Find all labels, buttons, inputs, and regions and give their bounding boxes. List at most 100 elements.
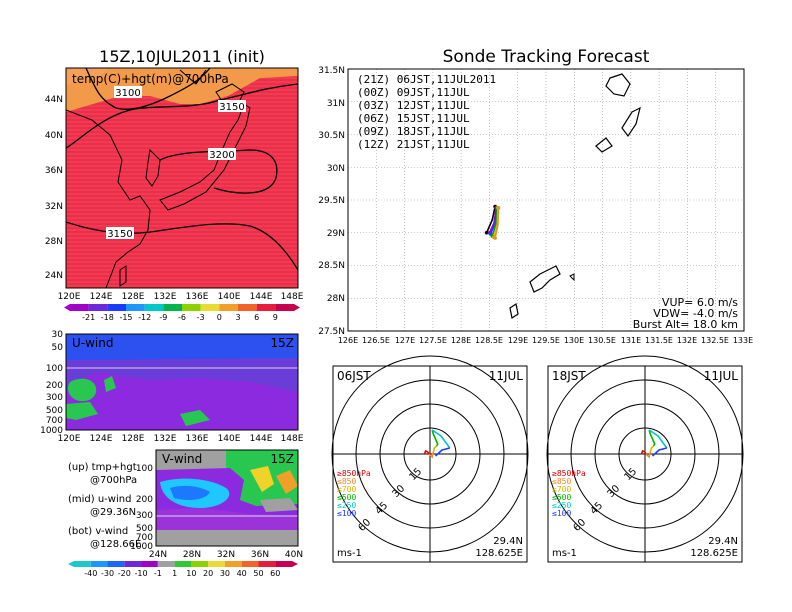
lon-tick-label: 132E xyxy=(677,336,697,345)
lat-tick-label: 28.5N xyxy=(318,261,345,271)
colorbar-tick-label: -30 xyxy=(101,569,114,578)
colorbar-tick-label: 30 xyxy=(220,569,230,578)
v-wind-label: V-wind xyxy=(162,452,202,466)
hodo-unit: ms-1 xyxy=(552,548,577,559)
colorbar-tick-label: -9 xyxy=(159,313,167,322)
map-label: temp(C)+hgt(m)@700hPa xyxy=(72,72,229,86)
island-outline xyxy=(605,73,631,97)
pressure-tick-label: 200 xyxy=(136,495,153,505)
lat-tick-label: 24N xyxy=(45,271,63,281)
lon-tick-label: 132.5E xyxy=(701,336,729,345)
colorbar-swatch xyxy=(275,304,294,311)
china-coast xyxy=(66,109,151,288)
lat-tick-label: 44N xyxy=(45,95,63,105)
pressure-tick-label: 300 xyxy=(46,393,63,403)
lon-tick-label: 144E xyxy=(250,434,273,444)
lon-tick-label: 120E xyxy=(58,434,81,444)
colorbar-swatch xyxy=(219,304,238,311)
lon-tick-label: 124E xyxy=(90,434,113,444)
lat-tick-label: 24N xyxy=(149,550,167,560)
right-title: Sonde Tracking Forecast xyxy=(443,47,650,67)
level-legend-entry: ≤100 xyxy=(552,509,571,518)
hodo-date: 11JUL xyxy=(704,369,739,383)
lat-tick-label: 27.5N xyxy=(318,327,345,337)
island-outline xyxy=(621,106,641,138)
colorbar-swatch xyxy=(208,561,225,567)
lat-tick-label: 30.5N xyxy=(318,131,345,141)
panel-notes: (up) tmp+hgt @700hPa (mid) u-wind @29.36… xyxy=(68,462,141,550)
lon-tick-label: 132E xyxy=(154,292,177,302)
island-outline xyxy=(509,303,519,319)
colorbar-swatch xyxy=(200,304,220,311)
colorbar-swatch xyxy=(258,561,276,567)
colorbar-tick-label: -10 xyxy=(135,569,148,578)
green-patch xyxy=(68,378,97,402)
u-wind-panel: U-wind 15Z 30 50 100 200 300 500 700 100… xyxy=(40,330,304,444)
hodograph-trace xyxy=(431,429,451,449)
colorbar-swatch xyxy=(88,304,108,311)
colorbar-tick-label: -3 xyxy=(197,313,205,322)
lon-tick-label: 144E xyxy=(250,292,273,302)
lon-tick-label: 129.5E xyxy=(532,336,560,345)
level-legend-entry: ≥850hPa xyxy=(337,469,371,478)
colorbar-tick-label: 60 xyxy=(270,569,280,578)
lon-tick-label: 148E xyxy=(281,292,304,302)
hodo-lon: 128.625E xyxy=(475,548,523,559)
lon-tick-label: 130.5E xyxy=(588,336,616,345)
lon-tick-label: 126E xyxy=(338,336,358,345)
lat-tick-label: 36N xyxy=(251,550,269,560)
level-legend-entry: ≤100 xyxy=(337,509,356,518)
contour-label: 3100 xyxy=(115,88,140,99)
hodo-time: 18JST xyxy=(552,369,586,383)
legend-entry: (03Z) 12JST,11JUL xyxy=(357,99,470,112)
colorbar-swatch xyxy=(191,561,209,567)
sakhalin-coast xyxy=(179,69,207,85)
lat-tick-label: 40N xyxy=(45,131,63,141)
colorbar-swatch xyxy=(90,561,108,567)
hodograph-trace xyxy=(649,445,655,453)
lon-tick-label: 136E xyxy=(186,292,209,302)
pressure-tick-label: 30 xyxy=(52,330,64,340)
colorbar-swatch xyxy=(238,304,257,311)
colorbar-swatch xyxy=(163,304,182,311)
colorbar-tick-label: 50 xyxy=(253,569,263,578)
lat-tick-label: 36N xyxy=(45,166,63,176)
burst-info: Burst Alt= 18.0 km xyxy=(633,318,738,331)
colorbar-swatch xyxy=(107,304,126,311)
pressure-tick-label: 100 xyxy=(46,364,63,374)
colorbar-swatch xyxy=(70,304,89,311)
lat-tick-label: 28N xyxy=(45,237,63,247)
colorbar-swatch xyxy=(224,561,242,567)
map-background xyxy=(66,68,298,288)
hodo-lon: 128.625E xyxy=(690,548,738,559)
hodograph-trace xyxy=(640,449,647,455)
v-wind-time: 15Z xyxy=(271,452,295,466)
lon-tick-label: 120E xyxy=(58,292,81,302)
hodo-lat: 29.4N xyxy=(708,536,738,547)
contour-label: 3150 xyxy=(219,102,244,113)
colorbar-swatch xyxy=(74,561,91,567)
colorbar-tick-label: -20 xyxy=(118,569,131,578)
temperature-colorbar: -21 -18 -15 -12 -9 -6 -3 0 3 6 9 xyxy=(64,304,300,322)
legend-entry: (12Z) 21JST,11JUL xyxy=(357,138,470,151)
lat-tick-label: 40N xyxy=(285,550,303,560)
colorbar-tick-label: 0 xyxy=(217,313,222,322)
hodo-lat: 29.4N xyxy=(493,536,523,547)
colorbar-swatch xyxy=(124,561,142,567)
contour-3150-south xyxy=(66,221,298,271)
hodo-unit: ms-1 xyxy=(337,548,362,559)
island-outline xyxy=(529,265,561,293)
hodograph-trace xyxy=(423,449,430,455)
track-legend: (21Z) 06JST,11JUL2011 (00Z) 09JST,11JUL … xyxy=(357,73,496,151)
colorbar-swatch xyxy=(144,304,164,311)
landing-point xyxy=(493,236,497,240)
colorbar-tick-label: -21 xyxy=(82,313,95,322)
burst-point xyxy=(496,206,501,210)
colorbar-swatch xyxy=(174,561,192,567)
track-grid xyxy=(348,69,744,331)
level-legend-entry: ≤700 xyxy=(337,485,356,494)
contour-3150-north xyxy=(66,83,298,149)
pressure-tick-label: 1000 xyxy=(40,426,63,436)
